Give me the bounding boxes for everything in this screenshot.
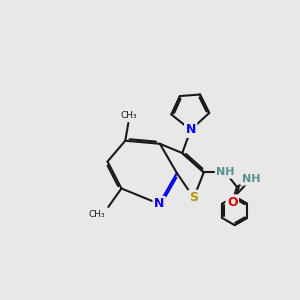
Text: NH: NH xyxy=(242,174,260,184)
Text: N: N xyxy=(154,197,164,210)
Text: NH: NH xyxy=(216,167,235,177)
Text: CH₃: CH₃ xyxy=(120,110,137,119)
Text: CH₃: CH₃ xyxy=(88,210,105,219)
Text: N: N xyxy=(185,123,196,136)
Text: S: S xyxy=(189,191,198,204)
Text: O: O xyxy=(227,196,238,209)
